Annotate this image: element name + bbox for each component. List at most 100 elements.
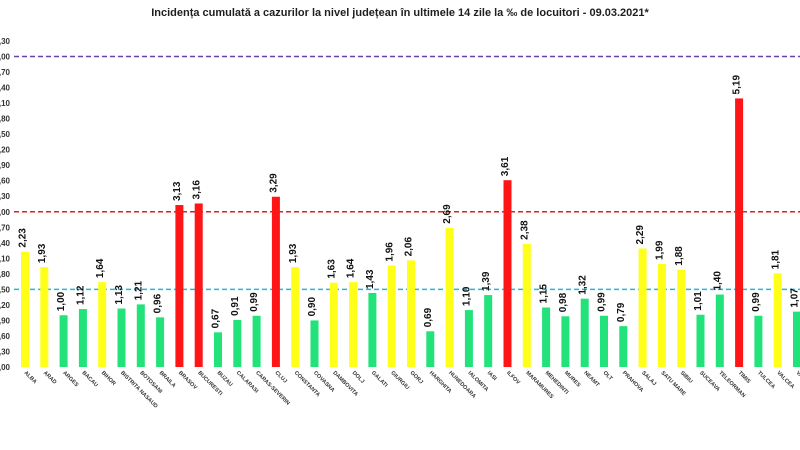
category-label: BRASOV [177, 370, 198, 391]
y-tick-label: 4,50 [0, 130, 11, 139]
category-label: GIURGIU [389, 370, 410, 391]
value-label: 0,69 [423, 307, 434, 327]
bar-calarasi [233, 319, 242, 367]
y-tick-label: 0,60 [0, 332, 11, 341]
bar-satu-mare [657, 264, 666, 367]
bar-cluj [271, 196, 280, 367]
value-label: 0,79 [616, 302, 627, 322]
value-label: 1,96 [384, 242, 395, 262]
category-label: VASLUI [795, 370, 800, 389]
y-tick-label: 4,20 [0, 146, 11, 155]
bar-alba [21, 251, 29, 367]
bar-tulcea [754, 315, 763, 367]
bar-ialomita [464, 310, 473, 367]
category-label: DOLJ [351, 370, 366, 385]
bar-sibiu [677, 269, 686, 367]
bar-hunedoara [445, 227, 454, 367]
bar-bihor [98, 282, 107, 367]
y-tick-label: 1,20 [0, 301, 11, 310]
y-tick-label: 1,80 [0, 270, 11, 279]
value-labels: 2,23 1,93 1,00 1,12 1,64 1,13 1,21 0,96 3,13 3,16… [18, 75, 800, 329]
bar-covasna [310, 320, 319, 367]
category-label: ARGES [61, 370, 79, 388]
category-label: TIMIS [737, 370, 752, 385]
y-axis: 0,00 0,30 0,60 0,90 1,20 1,50 1,80 2,10 2,40 2,70… [0, 37, 11, 372]
y-tick-label: 0,00 [0, 363, 11, 372]
category-label: IASI [486, 370, 498, 382]
y-tick-label: 3,30 [0, 192, 11, 201]
bar-arges [59, 315, 68, 367]
category-label: ALBA [23, 370, 38, 385]
value-label: 1,21 [133, 280, 144, 300]
bar-gorj [407, 260, 415, 367]
value-label: 1,13 [114, 285, 125, 305]
value-label: 1,64 [95, 258, 106, 278]
value-label: 3,61 [500, 156, 511, 176]
bar-caras-severin [252, 315, 261, 367]
bar-vaslui [793, 311, 800, 367]
category-label: BACAU [80, 370, 98, 388]
bar-mehedinti [542, 307, 551, 367]
bar-timis [735, 98, 744, 367]
value-label: 3,16 [191, 180, 202, 200]
value-label: 1,81 [770, 249, 781, 269]
bar-constanta [291, 267, 300, 367]
chart-title: Incidența cumulată a cazurilor la nivel … [151, 7, 649, 19]
value-label: 3,29 [269, 173, 280, 193]
category-label: SALAJ [640, 370, 657, 387]
value-label: 1,93 [37, 243, 48, 263]
bar-bucuresti [194, 203, 203, 367]
value-label: 1,40 [712, 271, 723, 291]
category-label: SIBIU [679, 370, 694, 385]
category-label: GORJ [409, 370, 424, 385]
value-label: 1,15 [539, 284, 550, 304]
bar-arad [40, 267, 49, 367]
value-label: 0,99 [751, 292, 762, 312]
bar-buzau [214, 332, 222, 367]
y-tick-label: 5,40 [0, 84, 11, 93]
bar-neamt [580, 298, 589, 367]
category-label: GALATI [370, 370, 389, 389]
y-tick-label: 5,70 [0, 68, 11, 77]
bar-iasi [484, 295, 493, 367]
category-label: BISTRITA NASAUD [119, 370, 158, 409]
value-label: 1,93 [288, 243, 299, 263]
bar-dolj [349, 282, 358, 367]
bar-prahova [619, 326, 628, 367]
value-label: 1,88 [674, 246, 685, 266]
y-tick-label: 4,80 [0, 115, 11, 124]
bar-ilfov [503, 180, 512, 367]
bar-dambovita [329, 282, 338, 367]
value-label: 0,99 [597, 292, 608, 312]
bar-giurgiu [387, 265, 396, 367]
y-tick-label: 2,70 [0, 223, 11, 232]
category-label: BIHOR [100, 370, 117, 387]
value-label: 5,19 [732, 75, 743, 95]
y-tick-label: 3,60 [0, 177, 11, 186]
bar-mures [561, 316, 570, 367]
y-tick-label: 3,90 [0, 161, 11, 170]
value-label: 1,07 [790, 288, 800, 308]
y-tick-label: 6,30 [0, 37, 11, 46]
value-label: 3,13 [172, 181, 183, 201]
category-label: VALCEA [775, 370, 795, 390]
bar-valcea [773, 273, 782, 367]
bar-bacau [78, 309, 87, 367]
value-label: 0,67 [211, 308, 222, 328]
value-label: 1,00 [56, 291, 67, 311]
category-label: BRAILA [158, 370, 177, 389]
category-labels: ALBA ARAD ARGES BACAU BIHOR BISTRITA NASAUDBO… [23, 370, 800, 409]
y-tick-label: 2,40 [0, 239, 11, 248]
value-label: 1,39 [481, 271, 492, 291]
value-label: 1,10 [462, 286, 473, 306]
value-label: 0,90 [307, 297, 318, 317]
value-label: 0,96 [153, 293, 164, 313]
bar-salaj [638, 248, 647, 367]
y-tick-label: 6,00 [0, 53, 11, 62]
value-label: 2,38 [519, 220, 530, 240]
category-label: CLUJ [273, 370, 287, 384]
bar-brasov [175, 205, 184, 367]
category-label: ILFOV [505, 370, 521, 386]
bar-olt [600, 315, 608, 367]
